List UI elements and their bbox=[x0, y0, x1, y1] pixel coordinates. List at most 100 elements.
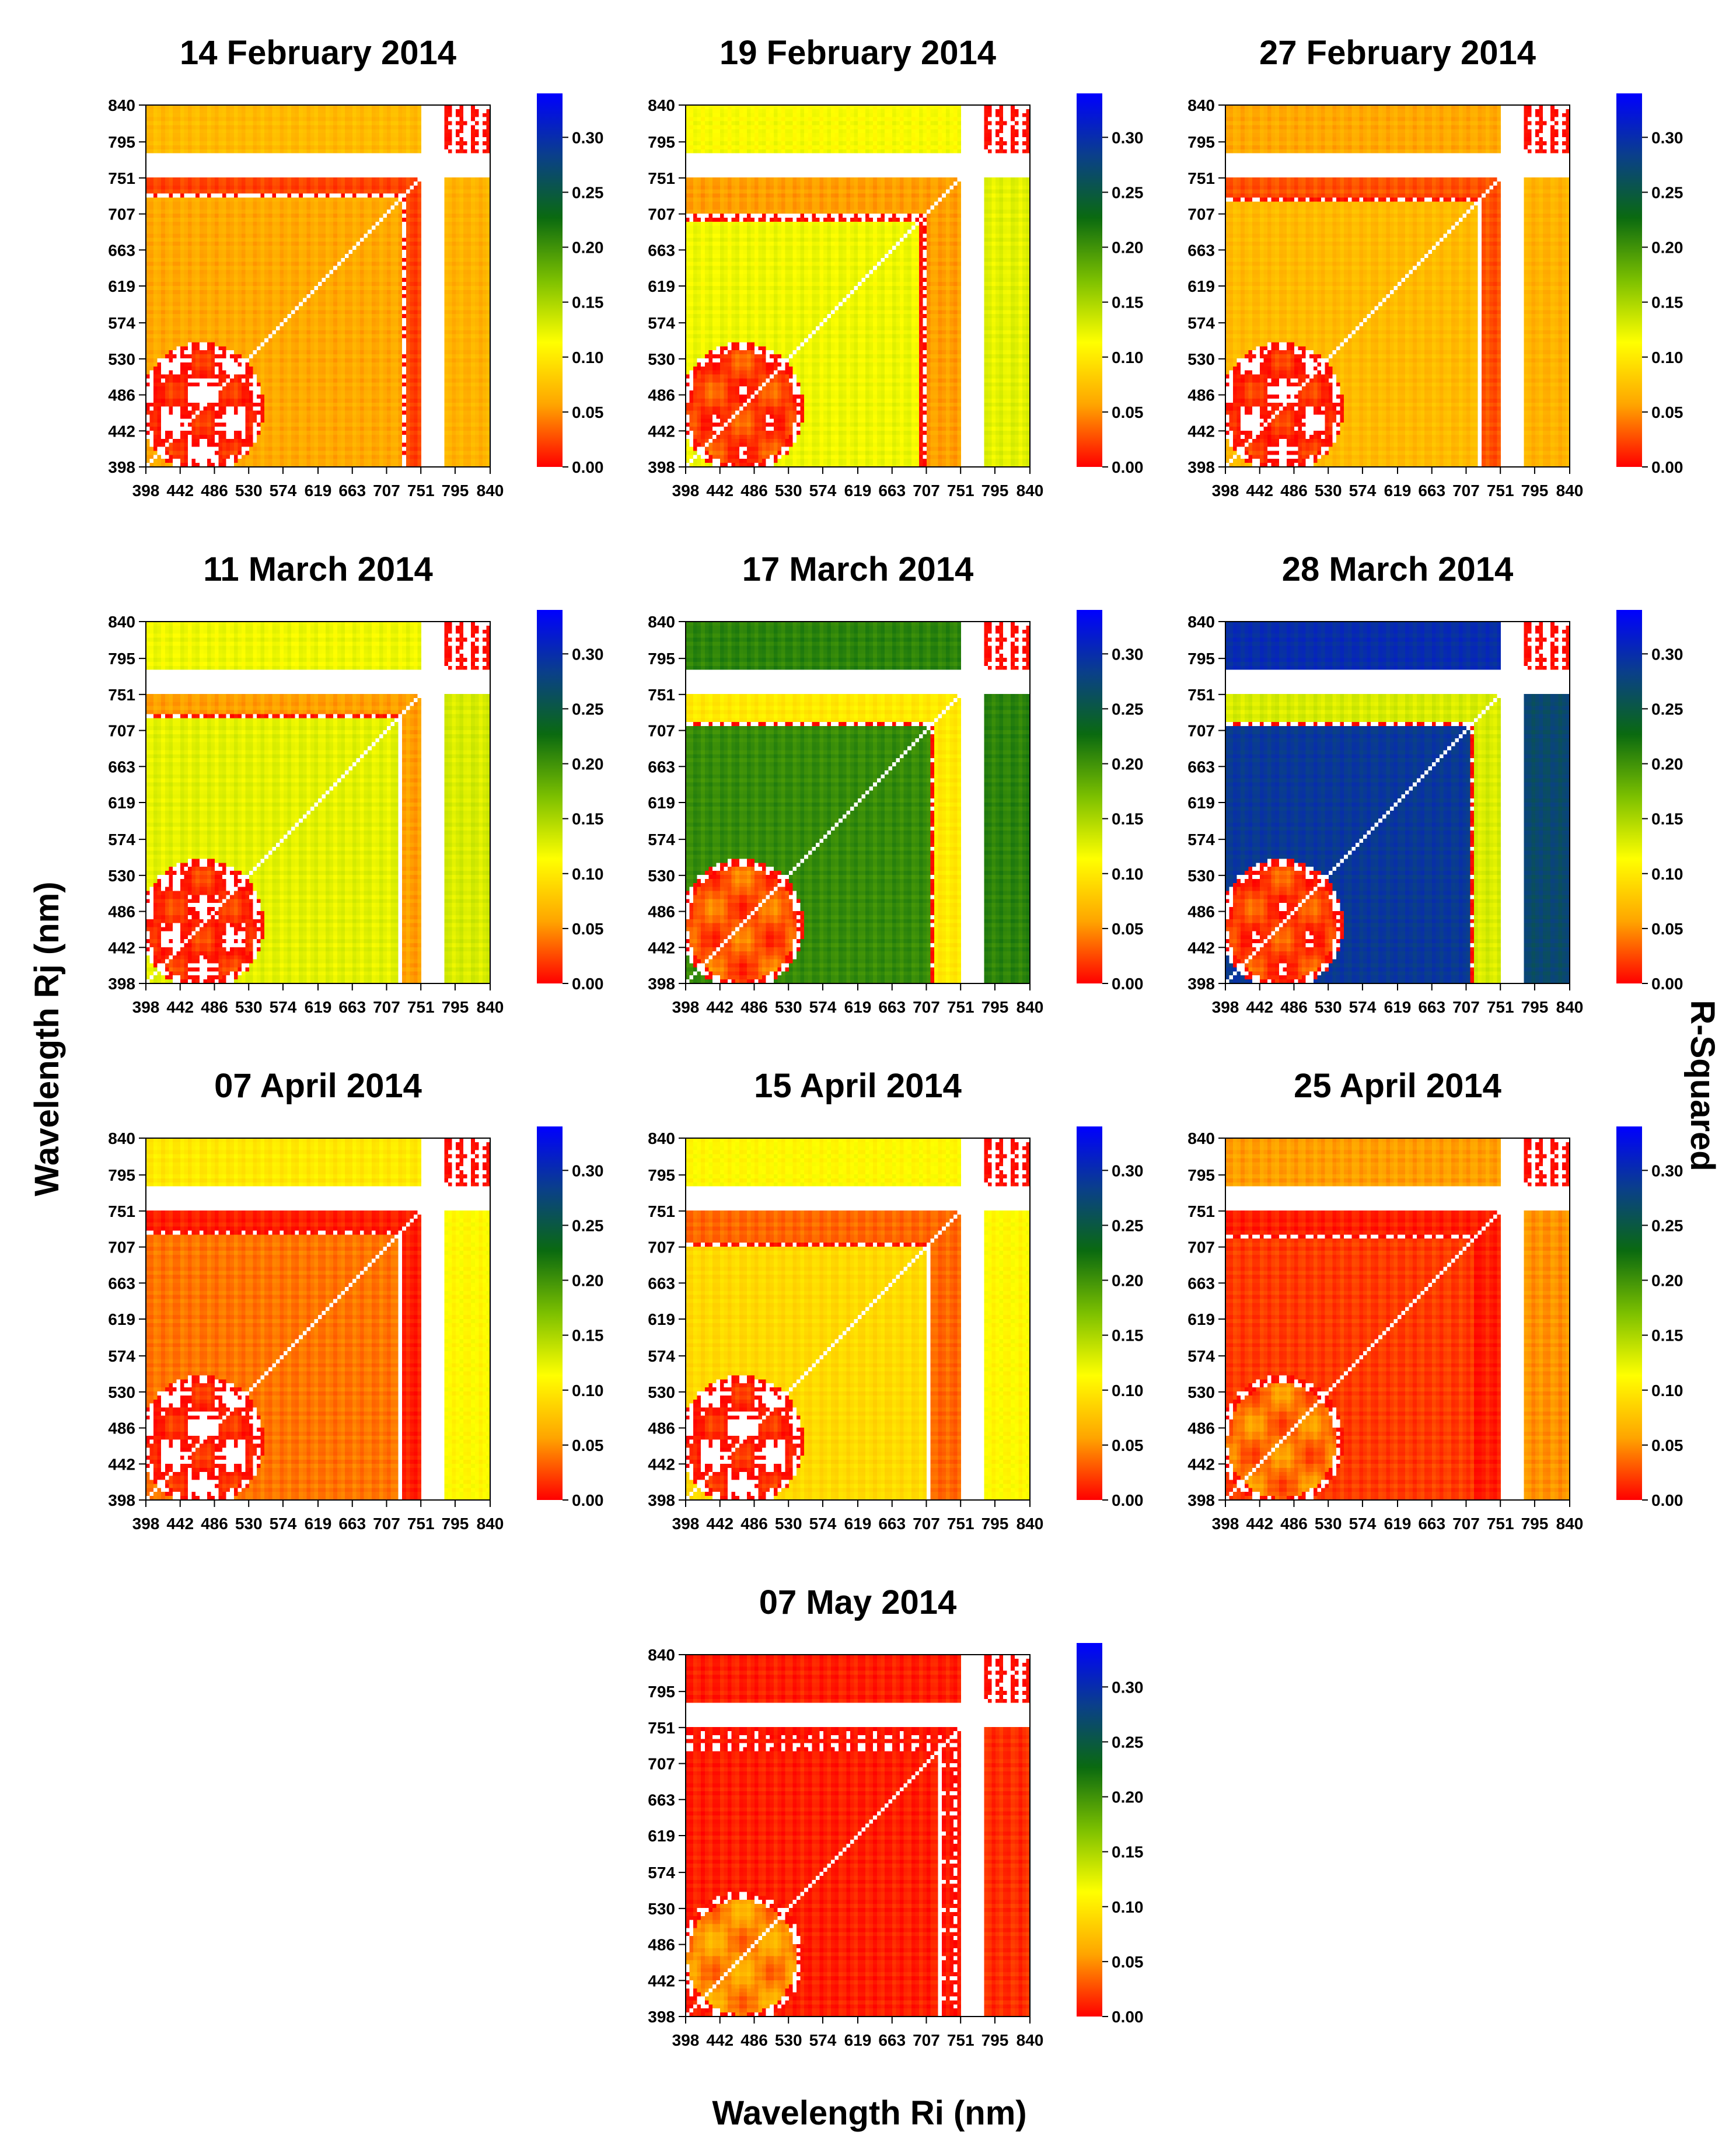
colorbar-tick-label: 0.30 bbox=[1112, 645, 1144, 663]
y-tick-label: 663 bbox=[1187, 758, 1215, 776]
colorbar-tick-label: 0.20 bbox=[1651, 755, 1683, 773]
y-tick-label: 663 bbox=[648, 1274, 675, 1292]
colorbar-tick-label: 0.20 bbox=[572, 1272, 604, 1290]
y-tick-label: 530 bbox=[108, 1383, 135, 1401]
colorbar-tick-label: 0.10 bbox=[572, 348, 604, 367]
x-tick-label: 530 bbox=[775, 2031, 802, 2049]
colorbar bbox=[1077, 1126, 1102, 1500]
colorbar bbox=[1077, 610, 1102, 983]
colorbar-label: R-Squared bbox=[1683, 1000, 1721, 1171]
y-tick-label: 442 bbox=[108, 939, 135, 957]
colorbar-tick-label: 0.25 bbox=[1112, 1733, 1144, 1751]
x-tick-label: 530 bbox=[235, 482, 263, 500]
y-tick-label: 795 bbox=[648, 650, 675, 668]
x-tick-label: 530 bbox=[1315, 998, 1342, 1016]
x-tick-label: 751 bbox=[947, 482, 974, 500]
y-tick-label: 619 bbox=[648, 277, 675, 295]
y-tick-label: 398 bbox=[1187, 975, 1215, 993]
colorbar-tick-label: 0.05 bbox=[1651, 403, 1683, 421]
y-tick-label: 707 bbox=[648, 205, 675, 224]
colorbar bbox=[1616, 1126, 1642, 1500]
colorbar-tick-label: 0.00 bbox=[1651, 1491, 1683, 1509]
y-tick-label: 442 bbox=[648, 1455, 675, 1473]
x-tick-label: 840 bbox=[1017, 1515, 1044, 1533]
y-tick-label: 663 bbox=[648, 241, 675, 259]
x-tick-label: 574 bbox=[1349, 482, 1377, 500]
x-tick-label: 574 bbox=[809, 998, 837, 1016]
y-tick-label: 707 bbox=[1187, 205, 1215, 224]
y-tick-label: 619 bbox=[648, 1827, 675, 1845]
colorbar-tick-label: 0.20 bbox=[572, 755, 604, 773]
colorbar-tick-label: 0.15 bbox=[1651, 294, 1683, 312]
y-tick-label: 486 bbox=[1187, 903, 1215, 921]
x-tick-label: 574 bbox=[809, 1515, 837, 1533]
x-tick-label: 398 bbox=[132, 482, 160, 500]
x-tick-label: 442 bbox=[166, 998, 194, 1016]
y-tick-label: 795 bbox=[108, 133, 135, 151]
panel-7: 07 April 2014 398 398 442 442 486 486 530 530 574… bbox=[108, 1067, 603, 1533]
y-tick-label: 751 bbox=[648, 1202, 675, 1220]
colorbar-tick-label: 0.10 bbox=[1112, 865, 1144, 883]
x-tick-label: 486 bbox=[1280, 998, 1308, 1016]
y-tick-label: 751 bbox=[648, 1719, 675, 1737]
y-tick-label: 574 bbox=[108, 831, 135, 849]
x-tick-label: 840 bbox=[477, 482, 504, 500]
y-tick-label: 663 bbox=[648, 1791, 675, 1809]
colorbar-tick-label: 0.15 bbox=[1651, 1327, 1683, 1345]
x-tick-label: 663 bbox=[878, 998, 906, 1016]
y-tick-label: 795 bbox=[648, 1683, 675, 1701]
x-tick-label: 486 bbox=[740, 998, 768, 1016]
x-tick-label: 840 bbox=[1556, 482, 1584, 500]
colorbar-tick-label: 0.05 bbox=[1112, 1953, 1144, 1971]
x-tick-label: 751 bbox=[1487, 1515, 1514, 1533]
y-tick-label: 574 bbox=[1187, 314, 1215, 332]
colorbar-tick-label: 0.10 bbox=[1112, 348, 1144, 367]
panel-5: 17 March 2014 398 398 442 442 486 486 530 530 574… bbox=[648, 550, 1143, 1016]
y-tick-label: 574 bbox=[1187, 1347, 1215, 1365]
y-tick-label: 398 bbox=[648, 975, 675, 993]
x-tick-label: 530 bbox=[235, 998, 263, 1016]
colorbar-tick-label: 0.30 bbox=[572, 645, 604, 663]
x-tick-label: 398 bbox=[132, 998, 160, 1016]
x-tick-label: 619 bbox=[844, 482, 872, 500]
x-tick-label: 398 bbox=[1212, 998, 1239, 1016]
heatmap-raster bbox=[1225, 105, 1570, 467]
x-tick-label: 574 bbox=[809, 482, 837, 500]
y-tick-label: 663 bbox=[1187, 1274, 1215, 1292]
colorbar-tick-label: 0.20 bbox=[1112, 1272, 1144, 1290]
y-tick-label: 795 bbox=[648, 1166, 675, 1184]
panel-title: 07 April 2014 bbox=[214, 1067, 422, 1105]
x-tick-label: 707 bbox=[913, 1515, 940, 1533]
y-tick-label: 751 bbox=[648, 686, 675, 704]
y-tick-label: 663 bbox=[108, 241, 135, 259]
colorbar-tick-label: 0.05 bbox=[1112, 920, 1144, 938]
colorbar-tick-label: 0.30 bbox=[572, 128, 604, 146]
x-tick-label: 486 bbox=[1280, 482, 1308, 500]
y-tick-label: 530 bbox=[648, 1900, 675, 1918]
colorbar-tick-label: 0.30 bbox=[1651, 128, 1683, 146]
y-tick-label: 751 bbox=[1187, 169, 1215, 187]
y-tick-label: 442 bbox=[108, 422, 135, 440]
colorbar bbox=[1077, 93, 1102, 467]
y-tick-label: 486 bbox=[648, 1936, 675, 1954]
heatmap-raster bbox=[146, 105, 490, 467]
x-tick-label: 751 bbox=[947, 1515, 974, 1533]
panel-4: 11 March 2014 398 398 442 442 486 486 530 530 574… bbox=[108, 550, 603, 1016]
y-tick-label: 442 bbox=[648, 1972, 675, 1990]
colorbar-tick-label: 0.15 bbox=[1651, 810, 1683, 828]
y-tick-label: 663 bbox=[648, 758, 675, 776]
x-tick-label: 707 bbox=[373, 1515, 400, 1533]
x-tick-label: 398 bbox=[672, 1515, 700, 1533]
x-tick-label: 486 bbox=[740, 1515, 768, 1533]
colorbar-tick-label: 0.00 bbox=[1112, 2008, 1144, 2026]
x-tick-label: 530 bbox=[775, 482, 802, 500]
x-tick-label: 707 bbox=[913, 998, 940, 1016]
x-tick-label: 707 bbox=[373, 482, 400, 500]
y-tick-label: 574 bbox=[108, 1347, 135, 1365]
y-tick-label: 619 bbox=[108, 794, 135, 812]
colorbar bbox=[537, 1126, 563, 1500]
colorbar-tick-label: 0.25 bbox=[1651, 183, 1683, 201]
colorbar-tick-label: 0.30 bbox=[1112, 1161, 1144, 1180]
colorbar-tick-label: 0.15 bbox=[572, 1327, 604, 1345]
panel-title: 11 March 2014 bbox=[203, 550, 432, 588]
